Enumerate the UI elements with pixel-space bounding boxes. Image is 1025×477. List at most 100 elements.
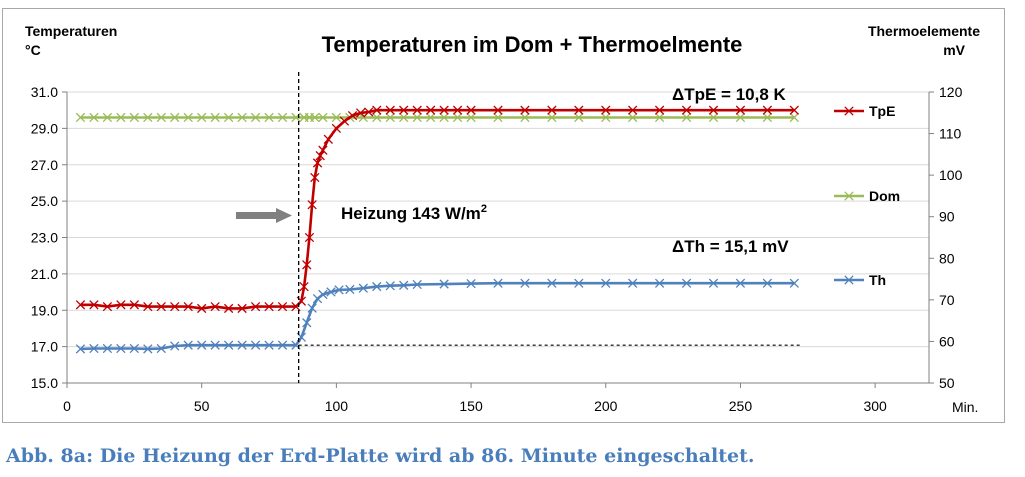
data-point-th — [345, 284, 355, 295]
series-layer — [75, 105, 799, 354]
chart-title: Temperaturen im Dom + Thermoelmente — [322, 32, 743, 57]
data-point-dom — [264, 112, 274, 123]
y-left-tick-label: 25.0 — [31, 193, 58, 209]
data-point-th — [762, 278, 773, 288]
data-point-tpe — [547, 105, 557, 115]
data-point-tpe — [299, 281, 309, 292]
x-tick-label: 0 — [63, 398, 71, 414]
y-right-tick-label: 80 — [939, 250, 955, 266]
x-tick-label: 250 — [729, 398, 753, 414]
data-point-tpe — [250, 301, 261, 312]
data-point-th — [183, 340, 193, 350]
data-point-th — [129, 343, 140, 354]
data-point-th — [277, 340, 288, 350]
data-point-th — [601, 278, 611, 288]
y-left-label-line2: °C — [25, 42, 41, 58]
series-dom — [75, 112, 799, 123]
data-point-tpe — [331, 123, 342, 134]
data-point-tpe — [223, 303, 234, 314]
y-left-tick-label: 31.0 — [31, 84, 58, 100]
data-point-tpe — [385, 105, 395, 115]
data-point-tpe — [493, 105, 503, 115]
data-point-tpe — [347, 110, 358, 121]
legend-item-th: Th — [834, 272, 886, 288]
data-point-tpe — [307, 200, 317, 210]
data-point-dom — [183, 112, 193, 123]
data-point-th — [547, 278, 557, 288]
data-point-tpe — [143, 301, 153, 312]
y-right-tick-label: 100 — [939, 167, 963, 183]
data-point-tpe — [735, 105, 746, 115]
series-line-th — [80, 281, 795, 351]
data-point-th — [302, 318, 312, 328]
series-tpe — [75, 105, 799, 314]
legend: TpE Dom Th — [834, 103, 900, 288]
y-left-tick-label: 23.0 — [31, 230, 58, 246]
y-right-tick-label: 70 — [939, 292, 955, 308]
data-point-dom — [439, 112, 449, 123]
heizung-label: Heizung 143 W/m2 — [341, 203, 487, 223]
data-point-dom — [425, 112, 436, 123]
y-left-label-line1: Temperaturen — [25, 23, 117, 39]
data-point-th — [264, 340, 274, 350]
data-point-th — [372, 281, 382, 292]
legend-label: Dom — [869, 188, 900, 204]
data-point-th — [143, 344, 153, 354]
x-tick-label: 300 — [863, 398, 887, 414]
data-point-dom — [197, 112, 207, 123]
data-point-th — [318, 289, 328, 300]
data-point-tpe — [318, 145, 328, 155]
data-point-dom — [681, 112, 692, 123]
data-point-tpe — [789, 105, 799, 115]
data-point-tpe — [412, 105, 422, 115]
data-point-th — [312, 293, 323, 304]
data-point-tpe — [75, 300, 86, 310]
data-point-th — [708, 278, 719, 288]
data-point-tpe — [315, 150, 325, 161]
y-right-tick-label: 110 — [939, 126, 962, 142]
data-point-tpe — [372, 105, 382, 115]
heizung-text: Heizung 143 W/m — [341, 204, 481, 223]
annotations — [298, 72, 800, 383]
data-point-dom — [331, 112, 342, 123]
series-line-tpe — [80, 108, 795, 310]
legend-marker — [844, 191, 854, 201]
data-point-dom — [372, 112, 382, 123]
data-point-th — [116, 343, 126, 354]
data-point-tpe — [116, 300, 126, 310]
delta-tpe-label: ΔTpE = 10,8 K — [672, 85, 787, 104]
data-point-th — [210, 340, 220, 350]
data-point-dom — [210, 112, 220, 123]
data-point-dom — [75, 112, 86, 123]
data-point-th — [628, 278, 638, 288]
data-point-dom — [452, 112, 463, 123]
data-point-tpe — [310, 172, 320, 183]
y-left-tick-label: 21.0 — [31, 266, 58, 282]
y-right-tick-label: 120 — [939, 84, 963, 100]
data-point-th — [197, 340, 207, 350]
data-point-th — [681, 278, 692, 288]
data-point-dom — [385, 112, 395, 123]
x-tick-label: 150 — [459, 398, 483, 414]
data-point-dom — [102, 112, 113, 123]
axes — [62, 91, 934, 388]
data-point-th — [334, 285, 344, 295]
data-point-dom — [762, 112, 773, 123]
data-point-tpe — [574, 105, 584, 115]
data-point-tpe — [304, 232, 315, 243]
legend-label: TpE — [869, 103, 895, 119]
x-axis-label: Min. — [952, 399, 978, 415]
data-point-dom — [156, 112, 166, 123]
y-left-tick-label: 29.0 — [31, 120, 58, 136]
data-point-th — [466, 278, 476, 289]
data-point-tpe — [102, 301, 113, 312]
y-right-label-line2: mV — [943, 42, 965, 58]
data-point-tpe — [302, 260, 312, 270]
data-point-tpe — [210, 301, 220, 312]
data-point-dom — [708, 112, 719, 123]
data-point-dom — [399, 112, 409, 123]
legend-label: Th — [869, 272, 886, 288]
x-tick-label: 100 — [325, 398, 349, 414]
data-point-dom — [170, 112, 180, 123]
